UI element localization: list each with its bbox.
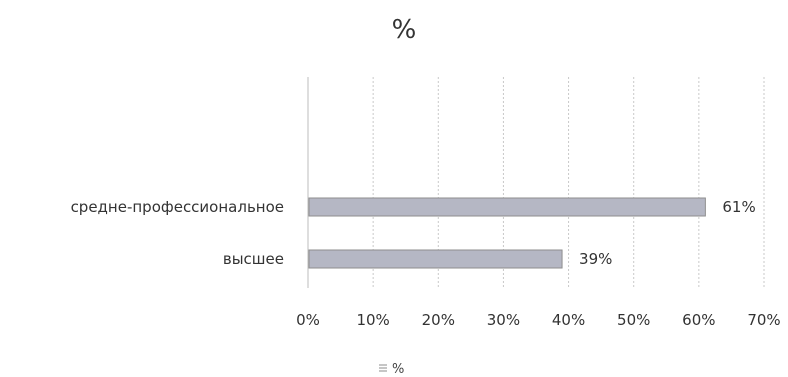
x-tick-label: 20%: [422, 311, 455, 329]
gridlines: [372, 77, 765, 288]
x-tick-label: 70%: [747, 311, 780, 329]
data-label: 39%: [579, 250, 612, 268]
legend-swatch-icon: [379, 364, 387, 372]
bar: [308, 249, 563, 269]
data-label: 61%: [722, 198, 755, 216]
x-tick-label: 50%: [617, 311, 650, 329]
bars: 61% 39%: [308, 197, 756, 269]
x-tick-label: 30%: [487, 311, 520, 329]
legend-label: %: [392, 362, 404, 377]
x-tick-label: 0%: [296, 311, 320, 329]
x-tick-label: 10%: [356, 311, 389, 329]
x-tick-label: 60%: [682, 311, 715, 329]
legend: %: [379, 362, 404, 377]
category-label: средне-профессиональное: [71, 198, 284, 216]
chart-title: %: [392, 15, 417, 45]
bar: [308, 197, 706, 217]
category-label: высшее: [223, 250, 284, 268]
x-tick-label: 40%: [552, 311, 585, 329]
category-labels: средне-профессиональное высшее: [71, 198, 284, 268]
x-tick-labels: 0% 10% 20% 30% 40% 50% 60% 70%: [296, 311, 781, 329]
